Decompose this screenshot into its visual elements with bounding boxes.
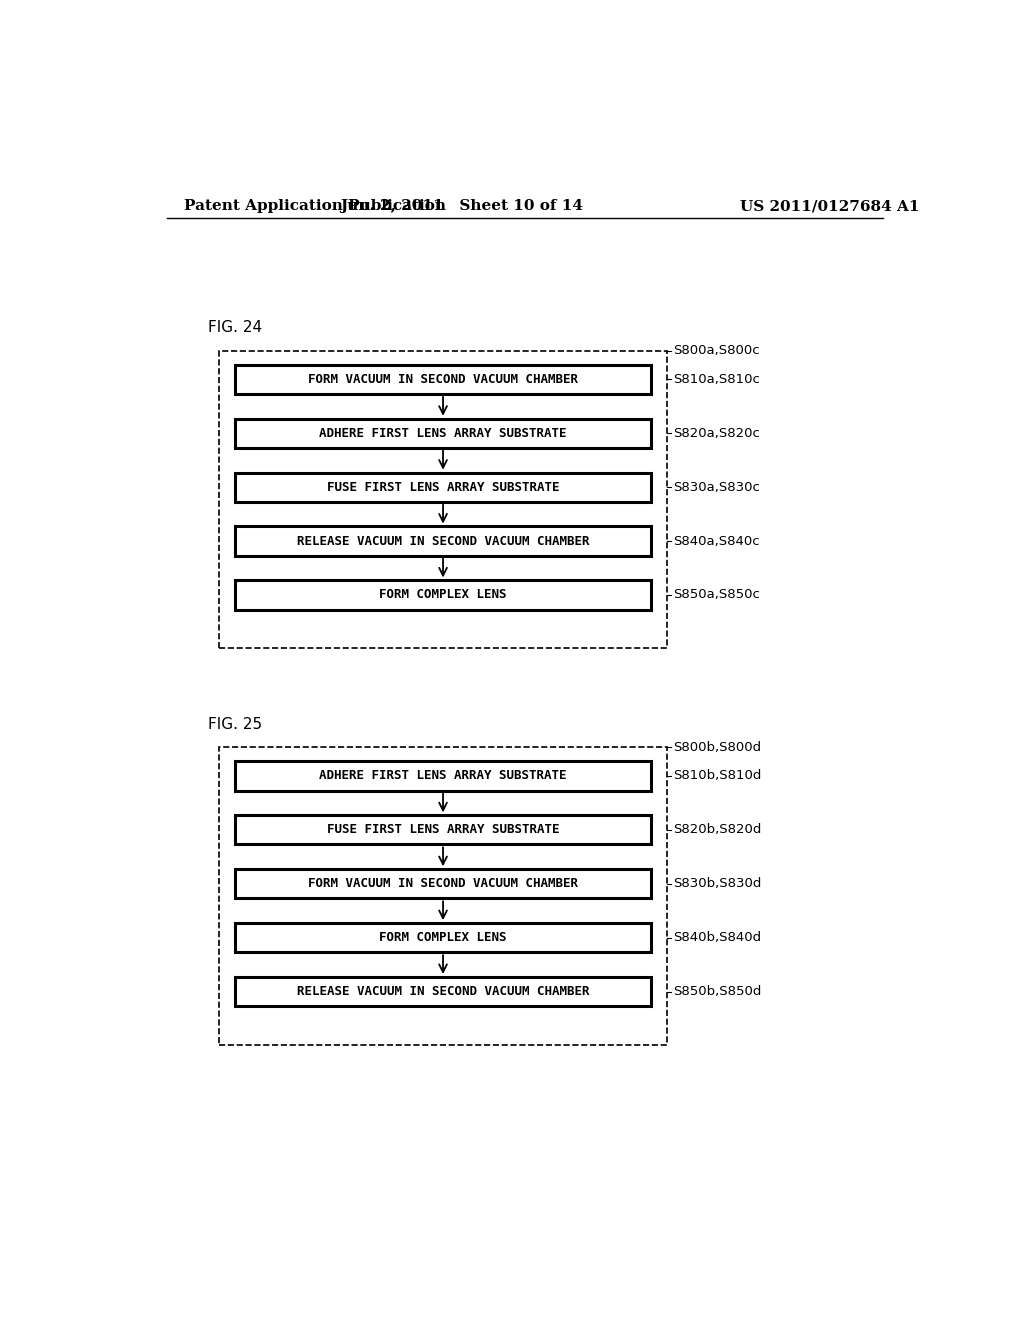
Bar [234,473,651,502]
Text: Jun. 2, 2011   Sheet 10 of 14: Jun. 2, 2011 Sheet 10 of 14 [340,199,583,213]
Text: S800a,S800c: S800a,S800c [673,345,760,358]
Text: FUSE FIRST LENS ARRAY SUBSTRATE: FUSE FIRST LENS ARRAY SUBSTRATE [327,480,559,494]
Text: ADHERE FIRST LENS ARRAY SUBSTRATE: ADHERE FIRST LENS ARRAY SUBSTRATE [319,426,567,440]
Text: S840b,S840d: S840b,S840d [673,931,761,944]
Bar [234,527,651,556]
Text: FORM COMPLEX LENS: FORM COMPLEX LENS [379,931,507,944]
Text: S850a,S850c: S850a,S850c [673,589,760,602]
Text: S840a,S840c: S840a,S840c [673,535,760,548]
Text: FORM COMPLEX LENS: FORM COMPLEX LENS [379,589,507,602]
Bar [234,418,651,447]
Text: S820a,S820c: S820a,S820c [673,426,760,440]
Text: Patent Application Publication: Patent Application Publication [183,199,445,213]
Bar [219,747,667,1044]
Text: S820b,S820d: S820b,S820d [673,824,761,837]
Text: FORM VACUUM IN SECOND VACUUM CHAMBER: FORM VACUUM IN SECOND VACUUM CHAMBER [308,372,578,385]
Text: S850b,S850d: S850b,S850d [673,985,761,998]
Bar [234,816,651,845]
Text: S810b,S810d: S810b,S810d [673,770,761,783]
Text: RELEASE VACUUM IN SECOND VACUUM CHAMBER: RELEASE VACUUM IN SECOND VACUUM CHAMBER [297,535,589,548]
Text: FIG. 24: FIG. 24 [208,321,262,335]
Bar [234,762,651,791]
Text: FIG. 25: FIG. 25 [208,717,262,731]
Text: S810a,S810c: S810a,S810c [673,372,760,385]
Bar [234,923,651,952]
Text: S800b,S800d: S800b,S800d [673,741,761,754]
Text: FUSE FIRST LENS ARRAY SUBSTRATE: FUSE FIRST LENS ARRAY SUBSTRATE [327,824,559,837]
Text: ADHERE FIRST LENS ARRAY SUBSTRATE: ADHERE FIRST LENS ARRAY SUBSTRATE [319,770,567,783]
Bar [234,581,651,610]
Text: S830b,S830d: S830b,S830d [673,878,761,890]
Text: RELEASE VACUUM IN SECOND VACUUM CHAMBER: RELEASE VACUUM IN SECOND VACUUM CHAMBER [297,985,589,998]
Bar [219,351,667,648]
Bar [234,869,651,899]
Text: S830a,S830c: S830a,S830c [673,480,760,494]
Text: FORM VACUUM IN SECOND VACUUM CHAMBER: FORM VACUUM IN SECOND VACUUM CHAMBER [308,878,578,890]
Text: US 2011/0127684 A1: US 2011/0127684 A1 [740,199,920,213]
Bar [234,977,651,1006]
Bar [234,364,651,395]
